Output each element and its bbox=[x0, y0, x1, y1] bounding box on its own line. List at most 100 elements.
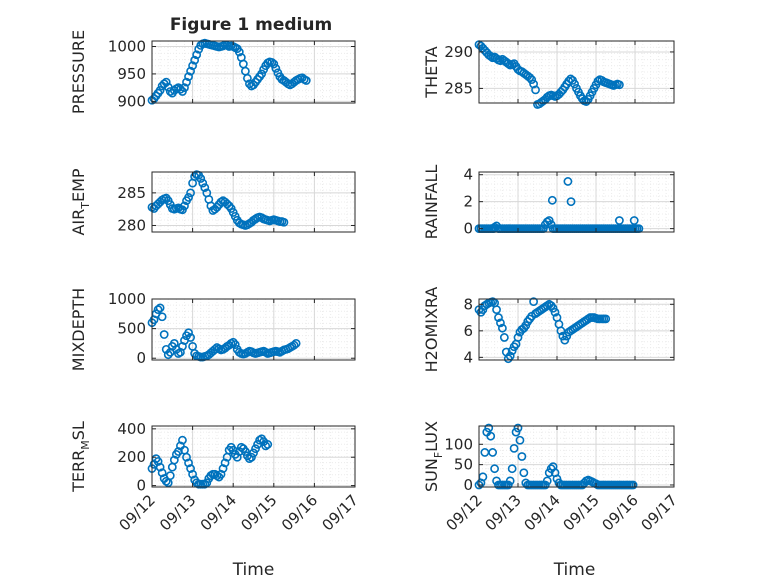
x-tick-label: 09/17 bbox=[319, 491, 362, 534]
data-point bbox=[169, 455, 179, 465]
data-point bbox=[188, 61, 197, 71]
data-point bbox=[291, 339, 301, 348]
data-point bbox=[525, 73, 535, 82]
data-point bbox=[249, 448, 258, 458]
subplot-mixdepth: 0 500 1000 MIXDEPTH bbox=[69, 288, 356, 371]
axes-box bbox=[151, 298, 356, 361]
x-axis-label: Time bbox=[232, 560, 275, 580]
data-point bbox=[505, 476, 515, 486]
data-point bbox=[490, 464, 499, 474]
x-tick-label: 09/12 bbox=[443, 491, 486, 534]
subplot-pressure: 900 950 1000 PRESSURE bbox=[69, 30, 356, 114]
figure-title: Figure 1 medium bbox=[170, 15, 332, 35]
y-tick-label: 900 bbox=[117, 92, 146, 110]
data-point bbox=[184, 193, 193, 202]
data-point bbox=[200, 183, 210, 193]
data-point bbox=[496, 56, 505, 66]
data-point bbox=[216, 469, 226, 479]
y-tick-label: 200 bbox=[117, 448, 146, 466]
data-point bbox=[593, 76, 603, 86]
data-point bbox=[263, 440, 273, 449]
data-point bbox=[517, 452, 527, 461]
data-point bbox=[301, 76, 311, 85]
data-point bbox=[615, 216, 624, 225]
data-point bbox=[513, 333, 523, 342]
data-point bbox=[499, 333, 509, 342]
y-tick-label: 1000 bbox=[108, 37, 146, 55]
y-axis-label: TERRMSL bbox=[69, 421, 92, 493]
data-point bbox=[228, 337, 238, 347]
data-point bbox=[155, 462, 165, 472]
data-point bbox=[153, 457, 163, 466]
y-tick-label: 2 bbox=[463, 193, 473, 211]
data-point bbox=[507, 464, 517, 474]
data-point bbox=[484, 423, 494, 433]
data-point bbox=[542, 476, 552, 486]
data-point bbox=[531, 85, 540, 95]
y-axis-label: AIRTEMP bbox=[69, 168, 92, 235]
data-point bbox=[251, 444, 260, 454]
x-tick-label: 09/16 bbox=[278, 491, 321, 534]
axes-box bbox=[478, 298, 675, 361]
data-point bbox=[184, 458, 193, 468]
data-point bbox=[186, 188, 195, 198]
data-point bbox=[488, 448, 498, 457]
subplot-rainfall: 0 2 4 RAINFALL bbox=[422, 165, 675, 239]
x-tick-label: 09/14 bbox=[197, 491, 240, 534]
data-point bbox=[184, 328, 193, 338]
subplot-air-temp: 280 285 AIRTEMP bbox=[69, 168, 356, 236]
data-point bbox=[267, 57, 277, 67]
data-point bbox=[198, 178, 208, 188]
data-point bbox=[192, 50, 202, 60]
y-axis-label: THETA bbox=[422, 46, 441, 98]
data-point bbox=[628, 480, 638, 490]
data-point bbox=[243, 73, 252, 83]
data-point bbox=[188, 469, 197, 479]
data-point bbox=[496, 318, 505, 328]
data-point bbox=[184, 72, 193, 82]
data-point bbox=[165, 471, 175, 481]
data-point bbox=[269, 59, 279, 69]
data-point bbox=[566, 197, 576, 207]
y-tick-label: 4 bbox=[463, 348, 473, 366]
data-point bbox=[629, 216, 639, 225]
x-tick-label: 09/15 bbox=[560, 491, 603, 534]
data-point bbox=[230, 340, 240, 350]
data-point bbox=[190, 55, 200, 65]
y-tick-label: 50 bbox=[454, 456, 473, 474]
x-tick-label: 09/13 bbox=[156, 491, 199, 534]
data-point bbox=[196, 174, 206, 183]
data-point bbox=[547, 195, 557, 205]
y-tick-label: 0 bbox=[136, 349, 146, 367]
data-point bbox=[527, 75, 537, 85]
data-point bbox=[503, 59, 513, 69]
y-tick-label: 100 bbox=[444, 435, 473, 453]
y-tick-label: 280 bbox=[117, 216, 146, 234]
x-tick-label: 09/15 bbox=[237, 491, 280, 534]
y-tick-label: 500 bbox=[117, 320, 146, 338]
axes-box bbox=[151, 425, 356, 488]
data-point bbox=[176, 84, 185, 94]
data-point bbox=[228, 445, 238, 455]
data-point bbox=[550, 307, 560, 317]
data-point bbox=[182, 452, 191, 462]
axes-box bbox=[478, 425, 675, 488]
data-point bbox=[581, 97, 591, 106]
axes-box bbox=[151, 40, 356, 104]
data-point bbox=[247, 452, 256, 462]
x-tick-label: 09/13 bbox=[482, 491, 525, 534]
data-point bbox=[279, 217, 289, 227]
data-point bbox=[494, 313, 503, 322]
data-point bbox=[178, 435, 187, 445]
data-point bbox=[234, 47, 244, 57]
data-point bbox=[161, 77, 171, 87]
data-point bbox=[486, 431, 496, 441]
data-point bbox=[271, 64, 281, 73]
data-point bbox=[220, 458, 230, 468]
y-tick-label: 0 bbox=[136, 477, 146, 495]
data-point bbox=[240, 447, 250, 456]
data-point bbox=[182, 77, 191, 87]
